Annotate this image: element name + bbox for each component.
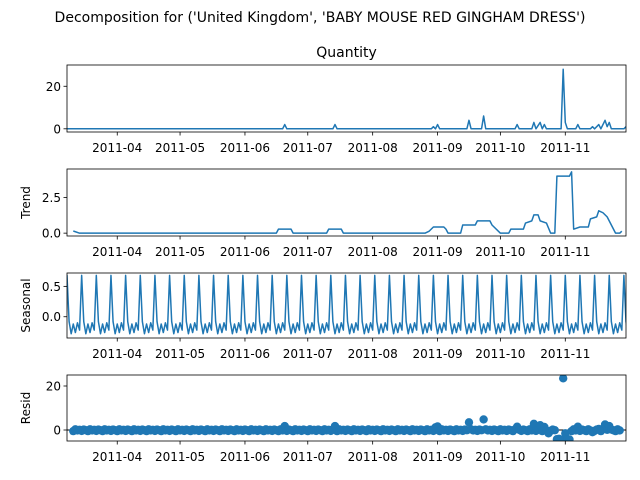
x-tick-label: 2011-09 xyxy=(413,347,463,361)
x-tick-label: 2011-07 xyxy=(283,347,333,361)
axes-frame xyxy=(66,64,627,133)
x-tick-label: 2011-07 xyxy=(283,450,333,464)
axes-frame xyxy=(66,168,627,237)
series-line xyxy=(67,68,626,130)
y-axis-label: Resid xyxy=(19,392,33,424)
x-tick-label: 2011-10 xyxy=(475,245,525,259)
x-tick-label: 2011-04 xyxy=(92,141,142,155)
x-tick-label: 2011-05 xyxy=(155,450,205,464)
resid-point xyxy=(464,418,474,427)
x-tick-label: 2011-04 xyxy=(92,245,142,259)
resid-point xyxy=(615,426,624,435)
x-tick-label: 2011-09 xyxy=(413,450,463,464)
x-tick-label: 2011-09 xyxy=(413,141,463,155)
plot-area xyxy=(73,171,623,234)
y-tick-label: 20 xyxy=(46,380,61,394)
y-tick-label: 0 xyxy=(53,122,61,136)
x-tick-label: 2011-06 xyxy=(220,245,270,259)
y-tick-label: 2.5 xyxy=(42,191,61,205)
axes-frame xyxy=(66,374,627,442)
resid-point xyxy=(550,426,560,435)
x-tick-label: 2011-08 xyxy=(348,141,398,155)
plot-area xyxy=(67,375,626,441)
y-axis-label: Trend xyxy=(19,186,33,220)
x-tick-label: 2011-04 xyxy=(92,347,142,361)
x-tick-label: 2011-09 xyxy=(413,245,463,259)
x-tick-label: 2011-06 xyxy=(220,450,270,464)
x-tick-label: 2011-05 xyxy=(155,245,205,259)
x-tick-label: 2011-05 xyxy=(155,347,205,361)
x-tick-label: 2011-05 xyxy=(155,141,205,155)
x-tick-label: 2011-08 xyxy=(348,245,398,259)
x-tick-label: 2011-08 xyxy=(348,450,398,464)
y-tick-label: 20 xyxy=(46,80,61,94)
x-tick-label: 2011-11 xyxy=(540,450,590,464)
resid-point xyxy=(479,415,488,424)
x-tick-label: 2011-10 xyxy=(475,450,525,464)
x-tick-label: 2011-06 xyxy=(220,141,270,155)
trend-panel: Trend 2011-04 2011-05 2011-06 2011-07 2011-08… xyxy=(19,168,627,259)
x-tick-label: 2011-11 xyxy=(540,347,590,361)
x-tick-label: 2011-04 xyxy=(92,450,142,464)
x-tick-label: 2011-08 xyxy=(348,347,398,361)
series-line xyxy=(73,171,623,234)
x-tick-label: 2011-10 xyxy=(475,347,525,361)
y-axis-label: Seasonal xyxy=(19,278,33,332)
x-tick-label: 2011-11 xyxy=(540,245,590,259)
x-tick-label: 2011-07 xyxy=(283,141,333,155)
axes-frame xyxy=(66,272,627,339)
x-tick-label: 2011-06 xyxy=(220,347,270,361)
x-tick-label: 2011-10 xyxy=(475,141,525,155)
resid-point xyxy=(565,435,574,441)
seasonal-panel: Seasonal 2011-04 2011-05 2011-06 2011-07 2011… xyxy=(19,272,627,361)
quantity-panel: Quantity 2011-04 2011-05 2011-06 2011-07 2011… xyxy=(46,45,627,155)
y-tick-label: 0.0 xyxy=(42,227,61,241)
y-tick-label: 0.0 xyxy=(42,310,61,324)
y-tick-label: 0 xyxy=(53,424,61,438)
figure-suptitle: Decomposition for ('United Kingdom', 'BA… xyxy=(55,10,586,26)
plot-area xyxy=(67,274,626,335)
resid-point xyxy=(558,375,568,383)
plot-area xyxy=(67,68,626,130)
x-tick-label: 2011-11 xyxy=(540,141,590,155)
x-tick-label: 2011-07 xyxy=(283,245,333,259)
resid-panel: Resid 2011-04 2011-05 2011-06 2011-07 2011-08… xyxy=(19,374,627,464)
y-tick-label: 0.5 xyxy=(42,280,61,294)
panel-title: Quantity xyxy=(316,45,377,61)
series-line xyxy=(67,274,626,335)
